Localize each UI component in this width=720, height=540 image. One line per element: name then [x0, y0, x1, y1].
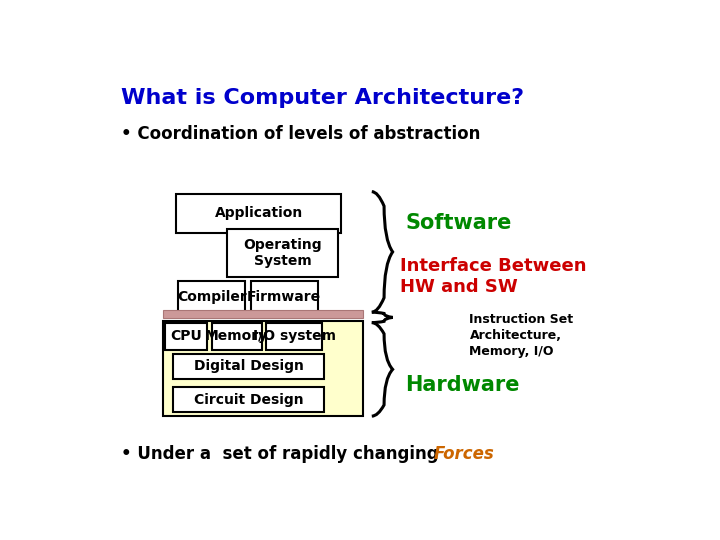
Bar — [227, 229, 338, 277]
Text: Digital Design: Digital Design — [194, 359, 303, 373]
Text: Compiler: Compiler — [177, 289, 246, 303]
Text: • Under a  set of rapidly changing: • Under a set of rapidly changing — [121, 446, 444, 463]
Bar — [176, 194, 341, 233]
Bar — [212, 322, 262, 349]
Text: CPU: CPU — [171, 329, 202, 343]
Text: Memory: Memory — [205, 329, 269, 343]
Text: • Coordination of levels of abstraction: • Coordination of levels of abstraction — [121, 125, 480, 143]
Text: What is Computer Architecture?: What is Computer Architecture? — [121, 87, 524, 107]
Bar — [178, 281, 245, 312]
Text: Application: Application — [215, 206, 303, 220]
Text: Firmware: Firmware — [247, 289, 321, 303]
Bar — [173, 387, 324, 412]
Bar — [166, 322, 207, 349]
Text: Operating
System: Operating System — [243, 238, 322, 268]
Bar — [163, 321, 364, 416]
Text: Forces: Forces — [434, 446, 495, 463]
Text: Interface Between
HW and SW: Interface Between HW and SW — [400, 258, 586, 296]
Text: Software: Software — [405, 213, 512, 233]
Bar — [173, 354, 324, 379]
Bar — [251, 281, 318, 312]
Bar — [266, 322, 322, 349]
Bar — [163, 310, 364, 319]
Text: I/O system: I/O system — [253, 329, 336, 343]
Text: Circuit Design: Circuit Design — [194, 393, 303, 407]
Text: Instruction Set
Architecture,
Memory, I/O: Instruction Set Architecture, Memory, I/… — [469, 313, 574, 357]
Text: Hardware: Hardware — [405, 375, 520, 395]
